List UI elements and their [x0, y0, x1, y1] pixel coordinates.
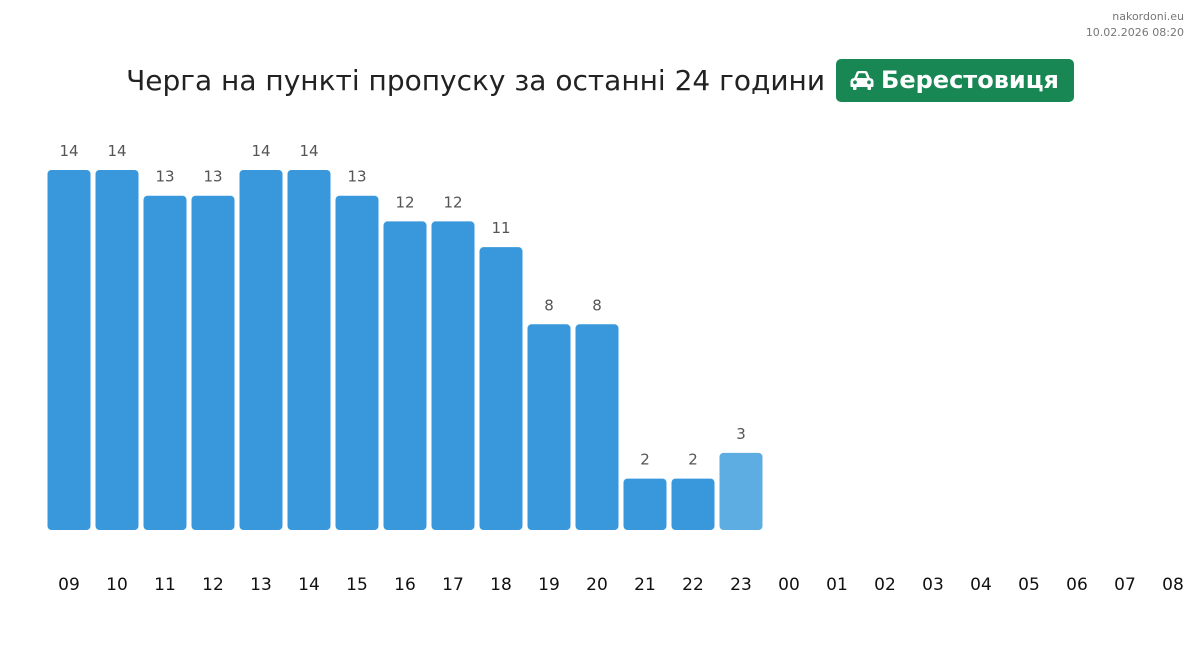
x-tick-label-11: 11 — [154, 575, 176, 595]
x-tick-label-18: 18 — [490, 575, 512, 595]
x-tick-label-15: 15 — [346, 575, 368, 595]
x-tick-label-05: 05 — [1018, 575, 1040, 595]
x-tick-label-06: 06 — [1066, 575, 1088, 595]
bar-value-label-11: 13 — [155, 168, 174, 186]
bar-22 — [671, 478, 715, 530]
bar-value-label-12: 13 — [203, 168, 222, 186]
bar-14 — [287, 170, 331, 530]
bar-value-label-19: 8 — [544, 296, 554, 314]
x-tick-label-17: 17 — [442, 575, 464, 595]
x-tick-label-14: 14 — [298, 575, 320, 595]
bar-23 — [719, 452, 763, 530]
bar-21 — [623, 478, 667, 530]
bar-15 — [335, 195, 379, 530]
bar-value-label-10: 14 — [107, 142, 126, 160]
x-tick-label-00: 00 — [778, 575, 800, 595]
x-tick-label-22: 22 — [682, 575, 704, 595]
x-tick-label-16: 16 — [394, 575, 416, 595]
bar-value-label-13: 14 — [251, 142, 270, 160]
x-tick-label-19: 19 — [538, 575, 560, 595]
x-tick-label-23: 23 — [730, 575, 752, 595]
checkpoint-badge: Берестовиця — [836, 58, 1074, 102]
bar-value-label-14: 14 — [299, 142, 318, 160]
x-tick-label-07: 07 — [1114, 575, 1136, 595]
bar-11 — [143, 195, 187, 530]
x-tick-label-09: 09 — [58, 575, 80, 595]
bar-19 — [527, 324, 571, 530]
bar-09 — [47, 170, 91, 530]
bar-17 — [431, 221, 475, 530]
x-tick-label-02: 02 — [874, 575, 896, 595]
bar-value-label-23: 3 — [736, 425, 746, 443]
x-tick-label-21: 21 — [634, 575, 656, 595]
source-site: nakordoni.eu — [1112, 10, 1184, 23]
bar-18 — [479, 247, 523, 530]
bar-value-label-18: 11 — [491, 219, 510, 237]
chart-header: Черга на пункті пропуску за останні 24 г… — [0, 58, 1200, 102]
bar-value-label-21: 2 — [640, 451, 650, 469]
bar-12 — [191, 195, 235, 530]
x-tick-label-01: 01 — [826, 575, 848, 595]
source-timestamp: 10.02.2026 08:20 — [1085, 26, 1184, 39]
source-info: nakordoni.eu 10.02.2026 08:20 — [1086, 9, 1184, 41]
x-tick-label-20: 20 — [586, 575, 608, 595]
bar-16 — [383, 221, 427, 530]
x-tick-label-10: 10 — [106, 575, 128, 595]
bar-value-label-09: 14 — [59, 142, 78, 160]
checkpoint-name: Берестовиця — [881, 66, 1059, 94]
x-tick-label-03: 03 — [922, 575, 944, 595]
bar-10 — [95, 170, 139, 530]
bar-value-label-15: 13 — [347, 168, 366, 186]
bar-value-label-22: 2 — [688, 451, 698, 469]
bar-13 — [239, 170, 283, 530]
bar-value-label-17: 12 — [443, 193, 462, 211]
x-tick-label-12: 12 — [202, 575, 224, 595]
chart-title: Черга на пункті пропуску за останні 24 г… — [126, 63, 826, 97]
x-tick-label-08: 08 — [1162, 575, 1184, 595]
bar-20 — [575, 324, 619, 530]
car-icon — [849, 69, 875, 91]
bar-value-label-20: 8 — [592, 296, 602, 314]
bar-value-label-16: 12 — [395, 193, 414, 211]
x-tick-label-04: 04 — [970, 575, 992, 595]
x-tick-label-13: 13 — [250, 575, 272, 595]
